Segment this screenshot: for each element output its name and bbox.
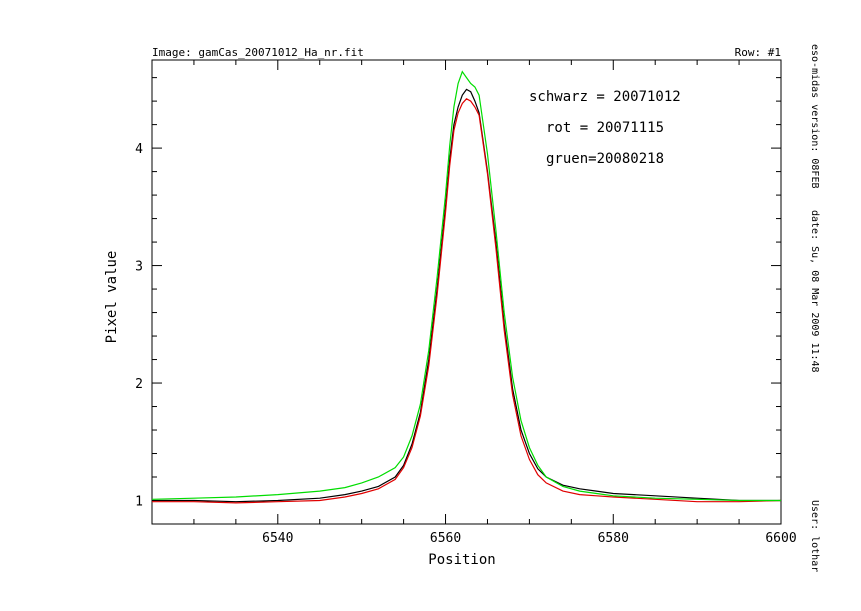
- x-tick-label: 6600: [765, 531, 796, 546]
- annotation-gruen: gruen=20080218: [546, 151, 664, 167]
- date-label: date: Su, 08 Mar 2009 11:48: [809, 210, 820, 373]
- row-label: Row: #1: [735, 46, 781, 59]
- y-axis-label: Pixel value: [104, 251, 120, 344]
- annotation-rot: rot = 20071115: [546, 120, 664, 136]
- y-tick-label: 4: [135, 142, 143, 157]
- series-line-2: [151, 70, 781, 502]
- x-tick-label: 6580: [598, 531, 629, 546]
- x-axis-label: Position: [428, 552, 495, 568]
- x-tick-label: 6560: [430, 531, 461, 546]
- midas-version-label: eso-midas version: 08FEB: [809, 44, 820, 189]
- annotation-schwarz: schwarz = 20071012: [529, 89, 681, 105]
- axis-ticks: 6540 6560 6580 6600 1 2 3 4: [135, 60, 797, 546]
- series-line-0: [152, 88, 781, 503]
- user-label: User: lothar: [809, 500, 820, 572]
- y-tick-label: 2: [135, 377, 143, 392]
- series-line-1: [152, 98, 782, 504]
- x-tick-label: 6540: [262, 531, 293, 546]
- image-label: Image: gamCas_20071012_Ha_nr.fit: [152, 46, 364, 59]
- plot-frame: [151, 59, 782, 525]
- y-tick-label: 3: [135, 260, 143, 275]
- y-tick-label: 1: [135, 495, 143, 510]
- series-lines: [151, 70, 782, 504]
